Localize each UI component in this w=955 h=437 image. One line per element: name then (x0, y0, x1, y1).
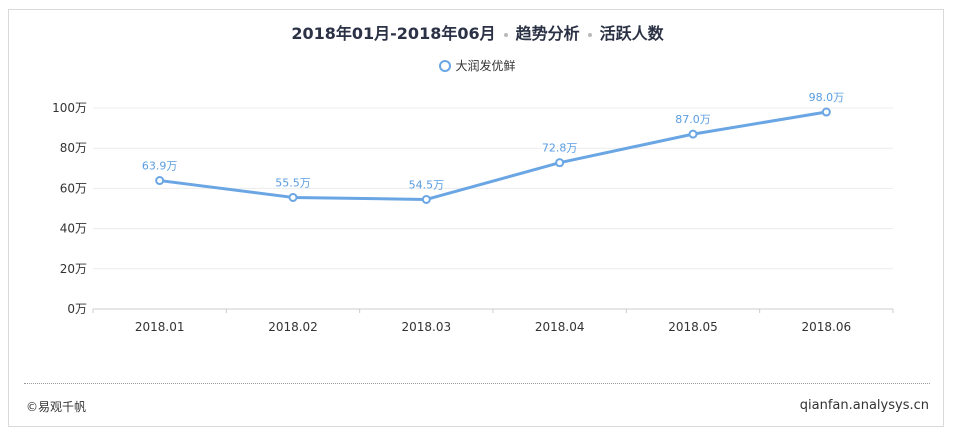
title-period: 2018年01月-2018年06月 (291, 24, 496, 43)
x-tick-label: 2018.02 (268, 320, 318, 334)
chart-legend[interactable]: 大润发优鲜 (0, 57, 955, 74)
y-tick-label: 40万 (60, 222, 87, 236)
data-label: 55.5万 (275, 176, 311, 189)
data-label: 98.0万 (809, 91, 845, 104)
title-separator-dot (503, 32, 508, 37)
data-point (155, 176, 165, 186)
legend-marker-icon (439, 59, 452, 72)
x-tick-label: 2018.05 (668, 320, 718, 334)
data-point (688, 129, 698, 139)
x-tick-label: 2018.01 (135, 320, 185, 334)
y-tick-label: 60万 (60, 181, 87, 195)
x-tick-label: 2018.06 (802, 320, 852, 334)
data-label: 54.5万 (409, 178, 445, 191)
title-metric: 活跃人数 (599, 24, 664, 43)
chart-frame (8, 9, 944, 427)
y-tick-label: 80万 (60, 141, 87, 155)
y-tick-label: 100万 (52, 101, 87, 115)
y-tick-label: 20万 (60, 262, 87, 276)
chart-title: 2018年01月-2018年06月 趋势分析 活跃人数 (0, 20, 955, 44)
data-label: 72.8万 (542, 142, 578, 155)
x-tick-label: 2018.03 (402, 320, 452, 334)
data-point (288, 192, 298, 202)
footer-divider (24, 383, 930, 384)
series-line (158, 110, 828, 201)
title-separator-dot (587, 32, 592, 37)
footer-copyright: ©易观千帆 (26, 400, 87, 414)
title-category: 趋势分析 (515, 24, 580, 43)
data-label: 87.0万 (675, 113, 711, 126)
data-point (821, 107, 831, 117)
x-tick-label: 2018.04 (535, 320, 585, 334)
legend-label: 大润发优鲜 (455, 59, 516, 73)
data-label: 63.9万 (142, 160, 178, 173)
data-point (421, 194, 431, 204)
y-tick-label: 0万 (67, 302, 87, 316)
footer-site: qianfan.analysys.cn (799, 398, 929, 413)
data-point (555, 158, 565, 168)
